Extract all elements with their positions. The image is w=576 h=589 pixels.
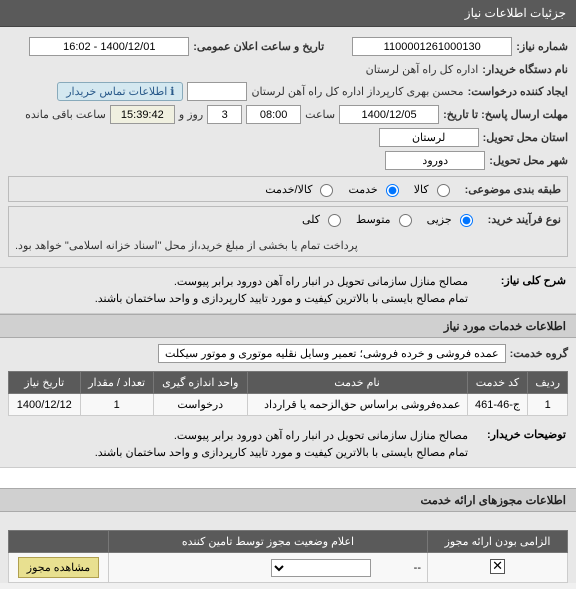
need-no-field: 1100001261000130 (352, 37, 512, 56)
svc-cell-name: عمده‌فروشی براساس حق‌الزحمه یا قرارداد (247, 394, 467, 416)
mandatory-checkbox (490, 559, 505, 574)
requester-value: محسن بهری کارپرداز اداره کل راه آهن لرست… (251, 85, 463, 98)
row-requester: ایجاد کننده درخواست: محسن بهری کارپرداز … (0, 80, 576, 103)
requester-extra-field (187, 82, 247, 101)
province-label: استان محل تحویل: (483, 131, 568, 144)
process-note: پرداخت تمام یا بخشی از مبلغ خرید،از محل … (15, 239, 358, 252)
general-desc-label: شرح کلی نیاز: (476, 274, 566, 307)
general-desc-block: شرح کلی نیاز: مصالح منازل سازمانی تحویل … (0, 267, 576, 314)
remain-label: ساعت باقی مانده (25, 108, 106, 121)
process-group: نوع فرآیند خرید: جزیی متوسط کلی پرداخت ت… (8, 206, 568, 257)
svc-group-field: عمده فروشی و خرده فروشی؛ تعمیر وسایل نقل… (158, 344, 506, 363)
permits-section-header: اطلاعات مجوزهای ارائه خدمت (0, 488, 576, 512)
buyer-org-value: اداره کل راه آهن لرستان (366, 63, 479, 76)
row-buyer-org: نام دستگاه خریدار: اداره کل راه آهن لرست… (0, 58, 576, 80)
svc-col-idx: ردیف (528, 372, 568, 394)
page-header: جزئیات اطلاعات نیاز (0, 0, 576, 27)
proc-opt-minor[interactable]: جزیی (427, 211, 476, 227)
contact-buyer-link[interactable]: ℹ اطلاعات تماس خریدار (57, 82, 183, 101)
svc-col-name: نام خدمت (247, 372, 467, 394)
page-title: جزئیات اطلاعات نیاز (465, 6, 566, 20)
view-permit-button[interactable]: مشاهده مجوز (18, 557, 99, 578)
spacer (0, 468, 576, 488)
row-service-group: گروه خدمت: عمده فروشی و خرده فروشی؛ تعمی… (0, 338, 576, 365)
permit-col-mandatory: الزامی بودن ارائه مجوز (428, 531, 568, 553)
services-section-header: اطلاعات خدمات مورد نیاز (0, 314, 576, 338)
services-table: ردیف کد خدمت نام خدمت واحد اندازه گیری ت… (8, 371, 568, 416)
buyer-notes-label: توضیحات خریدار: (476, 428, 566, 461)
permit-cell-action: مشاهده مجوز (9, 553, 109, 583)
permit-col-action (9, 531, 109, 553)
time-label-1: ساعت (305, 108, 335, 121)
buyer-notes-block: توضیحات خریدار: مصالح منازل سازمانی تحوی… (0, 422, 576, 468)
table-row: -- مشاهده مجوز (9, 553, 568, 583)
cat-opt-both[interactable]: کالا/خدمت (265, 181, 336, 197)
permit-col-status: اعلام وضعیت مجوز توسط تامین کننده (109, 531, 428, 553)
buyer-org-label: نام دستگاه خریدار: (482, 63, 568, 76)
requester-label: ایجاد کننده درخواست: (468, 85, 568, 98)
cat-opt-goods[interactable]: کالا (414, 181, 453, 197)
svc-cell-idx: 1 (528, 394, 568, 416)
svc-col-date: تاریخ نیاز (9, 372, 81, 394)
row-need-no: شماره نیاز: 1100001261000130 تاریخ و ساع… (0, 35, 576, 58)
need-no-label: شماره نیاز: (516, 40, 568, 53)
row-province: استان محل تحویل: لرستان (0, 126, 576, 149)
svc-group-label: گروه خدمت: (510, 347, 568, 360)
svc-cell-date: 1400/12/12 (9, 394, 81, 416)
days-label: روز و (179, 108, 203, 121)
info-icon: ℹ (170, 85, 174, 98)
general-desc-text: مصالح منازل سازمانی تحویل در انبار راه آ… (10, 274, 468, 307)
status-dropdown[interactable] (271, 559, 371, 577)
buyer-notes-text: مصالح منازل سازمانی تحویل در انبار راه آ… (10, 428, 468, 461)
svc-cell-unit: درخواست (153, 394, 247, 416)
svc-cell-code: ج-46-461 (467, 394, 528, 416)
deadline-time-field: 08:00 (246, 105, 301, 124)
permit-cell-mandatory (428, 553, 568, 583)
proc-opt-medium[interactable]: متوسط (356, 211, 415, 227)
ann-date-field: 1400/12/01 - 16:02 (29, 37, 189, 56)
cat-opt-service[interactable]: خدمت (348, 181, 401, 197)
city-field: دورود (385, 151, 485, 170)
days-field: 3 (207, 105, 242, 124)
row-deadline: مهلت ارسال پاسخ: تا تاریخ: 1400/12/05 سا… (0, 103, 576, 126)
province-field: لرستان (379, 128, 479, 147)
svc-table-header-row: ردیف کد خدمت نام خدمت واحد اندازه گیری ت… (9, 372, 568, 394)
city-label: شهر محل تحویل: (489, 154, 568, 167)
main-content: شماره نیاز: 1100001261000130 تاریخ و ساع… (0, 27, 576, 583)
table-row: 1 ج-46-461 عمده‌فروشی براساس حق‌الزحمه ی… (9, 394, 568, 416)
contact-link-text: اطلاعات تماس خریدار (66, 85, 167, 98)
deadline-date-field: 1400/12/05 (339, 105, 439, 124)
category-group: طبقه بندی موضوعی: کالا خدمت کالا/خدمت (8, 176, 568, 202)
row-city: شهر محل تحویل: دورود (0, 149, 576, 172)
svc-cell-qty: 1 (80, 394, 153, 416)
deadline-label: مهلت ارسال پاسخ: تا تاریخ: (443, 108, 568, 121)
svc-col-qty: تعداد / مقدار (80, 372, 153, 394)
svc-col-unit: واحد اندازه گیری (153, 372, 247, 394)
category-label: طبقه بندی موضوعی: (465, 183, 561, 196)
status-dash: -- (414, 562, 421, 574)
process-label: نوع فرآیند خرید: (488, 213, 561, 226)
proc-opt-major[interactable]: کلی (302, 211, 344, 227)
ann-date-label: تاریخ و ساعت اعلان عمومی: (193, 40, 324, 53)
remain-field: 15:39:42 (110, 105, 175, 124)
permit-cell-status: -- (109, 553, 428, 583)
permit-table-header-row: الزامی بودن ارائه مجوز اعلام وضعیت مجوز … (9, 531, 568, 553)
svc-col-code: کد خدمت (467, 372, 528, 394)
